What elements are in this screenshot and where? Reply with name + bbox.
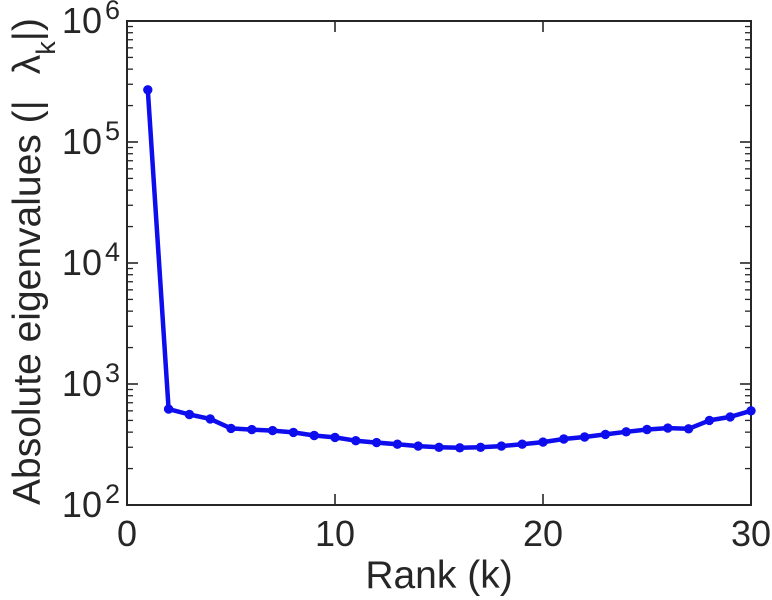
y-tick-exponent: 3 xyxy=(104,358,120,388)
y-tick-base: 10 xyxy=(61,242,102,283)
y-tick-label: 10 3 xyxy=(61,360,120,404)
data-point-marker xyxy=(267,425,278,436)
lambda-symbol: λ xyxy=(6,54,49,75)
data-point-marker xyxy=(184,409,195,420)
lambda-subscript: k xyxy=(30,41,61,55)
data-point-marker xyxy=(434,442,444,452)
data-point-marker xyxy=(288,427,299,438)
data-point-marker xyxy=(371,437,382,448)
y-tick-exponent: 6 xyxy=(104,0,120,25)
data-point-marker xyxy=(725,412,735,422)
data-point-marker xyxy=(621,427,631,437)
data-point-marker xyxy=(475,442,486,452)
data-point-marker xyxy=(559,434,569,444)
data-point-marker xyxy=(226,423,236,434)
y-tick-exponent: 4 xyxy=(104,237,120,267)
y-axis-label: Absolute eigenvalues (| λk|) xyxy=(6,18,61,505)
data-point-marker xyxy=(351,436,361,446)
y-tick-exponent: 5 xyxy=(104,116,120,146)
data-point-marker xyxy=(746,406,756,416)
x-tick-label: 20 xyxy=(522,513,564,554)
y-tick-base: 10 xyxy=(61,363,102,404)
data-point-marker xyxy=(163,404,174,414)
y-tick-label: 10 6 xyxy=(61,0,120,41)
data-point-marker xyxy=(205,414,215,424)
data-point-marker xyxy=(579,432,590,442)
data-point-marker xyxy=(600,429,611,440)
data-point-marker xyxy=(330,432,340,443)
x-tick-label: 30 xyxy=(730,513,772,554)
data-point-marker xyxy=(455,443,465,453)
data-point-marker xyxy=(143,85,153,95)
y-tick-label: 10 5 xyxy=(61,118,120,162)
x-tick-label: 10 xyxy=(314,513,356,554)
data-point-marker xyxy=(309,430,319,441)
data-point-marker xyxy=(517,439,527,449)
y-axis-label-suffix: |) xyxy=(6,18,49,42)
data-point-marker xyxy=(642,424,652,435)
data-point-marker xyxy=(392,439,403,449)
y-tick-base: 10 xyxy=(61,484,102,525)
x-axis-label: Rank (k) xyxy=(365,554,513,597)
data-point-marker xyxy=(538,437,548,447)
data-point-marker xyxy=(413,441,423,451)
y-axis-label-prefix: Absolute eigenvalues (| xyxy=(6,100,49,505)
y-tick-label: 10 4 xyxy=(61,239,120,283)
y-tick-base: 10 xyxy=(61,121,102,162)
y-tick-base: 10 xyxy=(61,0,102,41)
y-tick-label: 10 2 xyxy=(61,481,120,525)
data-point-marker xyxy=(663,423,673,433)
data-point-marker xyxy=(683,424,694,434)
eigenvalue-line xyxy=(145,87,754,451)
data-point-marker xyxy=(704,415,715,426)
y-tick-exponent: 2 xyxy=(104,479,120,509)
plot-frame xyxy=(126,20,752,506)
data-point-marker xyxy=(247,424,257,435)
data-point-marker xyxy=(496,441,507,451)
x-tick-label: 0 xyxy=(116,513,138,554)
